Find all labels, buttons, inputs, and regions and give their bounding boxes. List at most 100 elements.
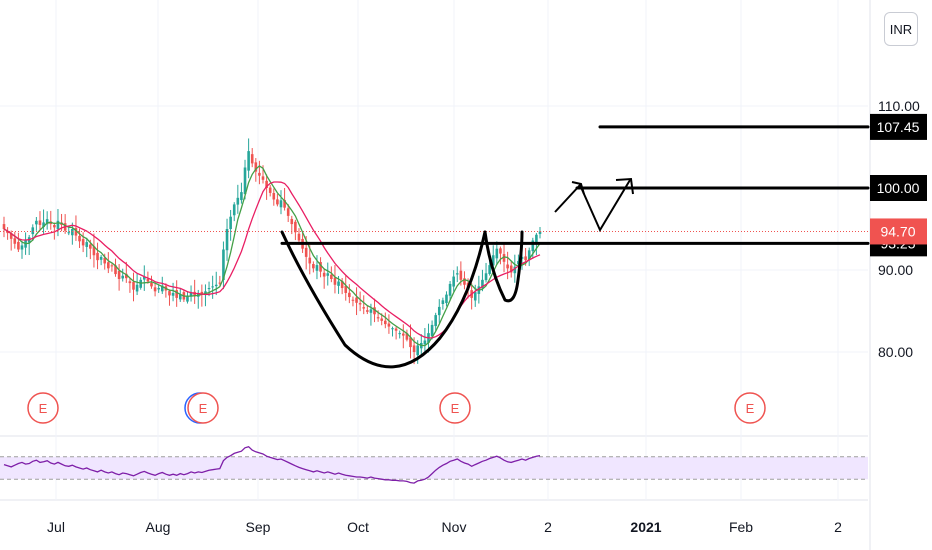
candle-body xyxy=(42,222,45,228)
candle xyxy=(326,262,330,286)
candle xyxy=(160,276,164,294)
candle-body xyxy=(502,254,506,262)
candle xyxy=(484,262,488,283)
cup-pattern xyxy=(280,230,487,369)
candle-body xyxy=(89,244,92,249)
candle xyxy=(229,209,232,241)
candle-body xyxy=(517,260,520,265)
candle xyxy=(308,245,312,275)
candle xyxy=(81,232,85,253)
candle xyxy=(344,275,348,301)
candle xyxy=(49,210,53,230)
candle xyxy=(214,271,218,296)
candle xyxy=(362,295,366,315)
candle-body xyxy=(384,320,387,325)
candle xyxy=(74,215,78,241)
candle xyxy=(153,283,157,297)
current-price-badge-text: 94.70 xyxy=(880,223,915,239)
level-badge-text: 107.45 xyxy=(877,119,920,135)
candle xyxy=(455,266,459,283)
time-axis[interactable]: Jul Aug Sep Oct Nov 2 2021 Feb 2 xyxy=(47,519,842,535)
candle-body xyxy=(445,294,448,304)
candle xyxy=(506,251,509,280)
earnings-marker[interactable]: E xyxy=(184,392,219,424)
candle xyxy=(312,261,315,273)
candle xyxy=(135,273,139,296)
rsi-pane xyxy=(0,445,868,484)
candle-body xyxy=(121,275,125,279)
candle xyxy=(121,268,125,282)
candle-body xyxy=(272,193,276,200)
candle-body xyxy=(157,288,160,290)
handle-pattern xyxy=(483,230,524,303)
candle xyxy=(448,281,452,302)
time-tick-label: Feb xyxy=(729,519,753,535)
level-badge: 100.00 xyxy=(870,175,927,201)
candle-body xyxy=(20,245,24,250)
earnings-marker[interactable]: E xyxy=(27,392,59,424)
candle-body xyxy=(35,220,38,225)
candle xyxy=(247,138,250,179)
candle xyxy=(117,264,121,291)
candle-body xyxy=(380,318,384,321)
time-tick-label: 2021 xyxy=(630,519,661,535)
candle-body xyxy=(362,307,366,309)
candle xyxy=(279,190,283,215)
time-tick-label: Oct xyxy=(347,519,369,535)
candle-body xyxy=(168,291,171,296)
candle xyxy=(222,241,225,290)
candle xyxy=(204,284,207,307)
level-badge-text: 100.00 xyxy=(877,180,920,196)
candle xyxy=(232,202,236,222)
candle-body xyxy=(441,300,445,304)
candle xyxy=(272,188,276,206)
candle xyxy=(168,289,171,306)
candle-body xyxy=(366,310,369,312)
candle-body xyxy=(481,279,484,289)
candle xyxy=(366,305,369,315)
candle-body xyxy=(114,265,117,275)
candle xyxy=(330,266,333,283)
earnings-marker[interactable]: E xyxy=(734,392,766,424)
candle-body xyxy=(315,265,319,271)
candle xyxy=(531,237,535,259)
price-tick-label: 90.00 xyxy=(878,262,913,278)
candle-body xyxy=(405,333,409,340)
candle-body xyxy=(283,199,286,208)
candle xyxy=(502,244,506,273)
earnings-marker[interactable]: E xyxy=(439,392,471,424)
time-tick-label: 2 xyxy=(834,519,842,535)
candle-body xyxy=(326,273,330,276)
ma-slow-line xyxy=(3,181,541,339)
candle-body xyxy=(506,264,509,269)
candle-body xyxy=(189,292,193,296)
rsi-line xyxy=(3,445,541,484)
candle-body xyxy=(340,281,344,289)
candle-body xyxy=(459,270,463,280)
candle-body xyxy=(222,249,225,281)
currency-button[interactable]: INR xyxy=(884,12,918,46)
candle xyxy=(409,324,412,359)
candle-body xyxy=(495,248,499,259)
candle xyxy=(85,237,89,258)
candle xyxy=(243,159,247,200)
candle-body xyxy=(92,246,96,256)
candle-body xyxy=(31,227,35,235)
candle xyxy=(387,314,391,334)
candle xyxy=(322,269,326,289)
candle-body xyxy=(330,274,333,280)
candle-body xyxy=(535,234,538,243)
candle xyxy=(132,272,135,302)
candle-body xyxy=(229,216,232,229)
candle-body xyxy=(294,221,297,233)
candle-body xyxy=(448,283,452,296)
arrow-head xyxy=(615,177,634,195)
candle-body xyxy=(319,262,322,272)
candle-body xyxy=(236,197,240,205)
candle-body xyxy=(132,281,135,290)
candle xyxy=(268,184,272,197)
candle xyxy=(35,216,38,231)
